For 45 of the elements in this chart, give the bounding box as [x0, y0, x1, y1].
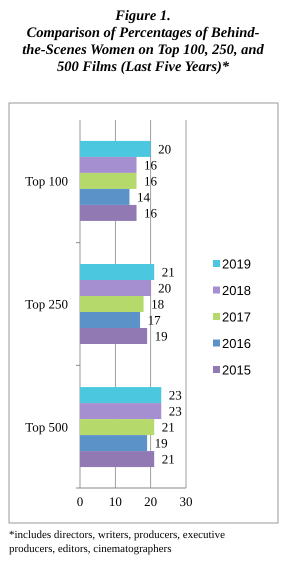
data-label: 20 — [158, 141, 172, 156]
bar — [80, 403, 162, 420]
bar — [80, 204, 137, 221]
legend-label: 2015 — [222, 362, 251, 378]
bar — [80, 172, 137, 189]
y-tick-label: Top 100 — [25, 173, 68, 188]
y-tick-label: Top 250 — [25, 296, 68, 312]
chart-title: Figure 1. — [114, 8, 171, 24]
x-tick-label: 30 — [180, 494, 192, 509]
x-tick-label: 0 — [76, 494, 84, 509]
data-label: 19 — [154, 436, 168, 451]
data-label: 18 — [151, 296, 164, 312]
data-label: 14 — [136, 189, 150, 204]
y-tick-label: Top 500 — [25, 420, 68, 435]
text: *includes directors, writers, producers, executive producers, editors, cinematographers — [9, 529, 226, 555]
x-tick-label: 10 — [108, 494, 122, 509]
bar — [80, 188, 130, 205]
bar — [80, 435, 148, 452]
bar — [80, 328, 148, 344]
legend-label: 2019 — [222, 256, 251, 272]
x-tick-label: 20 — [144, 494, 158, 509]
legend-label: 2018 — [222, 283, 251, 298]
data-label: 21 — [162, 420, 175, 435]
data-label: 23 — [168, 404, 182, 419]
data-label: 16 — [144, 157, 158, 172]
chart-subtitle: Comparison of Percentages of Behind-the-Scenes Women on Top 100, 250, and 500 Films (Last Five Years)* — [22, 25, 264, 75]
bar — [80, 296, 144, 312]
bar — [80, 419, 154, 436]
data-label: 21 — [162, 452, 175, 467]
bar — [80, 451, 154, 468]
bar — [80, 156, 137, 173]
bar — [80, 280, 151, 296]
data-label: 19 — [154, 328, 168, 344]
bar — [80, 312, 140, 328]
bar — [80, 140, 151, 157]
data-label: 16 — [144, 205, 158, 220]
data-label: 21 — [162, 264, 175, 280]
legend-label: 2017 — [222, 310, 251, 325]
data-label: 20 — [158, 280, 172, 296]
legend-label: 2016 — [222, 336, 251, 352]
data-label: 17 — [148, 312, 162, 328]
bar — [80, 264, 154, 280]
bar — [80, 387, 162, 404]
data-label: 16 — [144, 173, 158, 188]
data-label: 23 — [168, 388, 182, 403]
